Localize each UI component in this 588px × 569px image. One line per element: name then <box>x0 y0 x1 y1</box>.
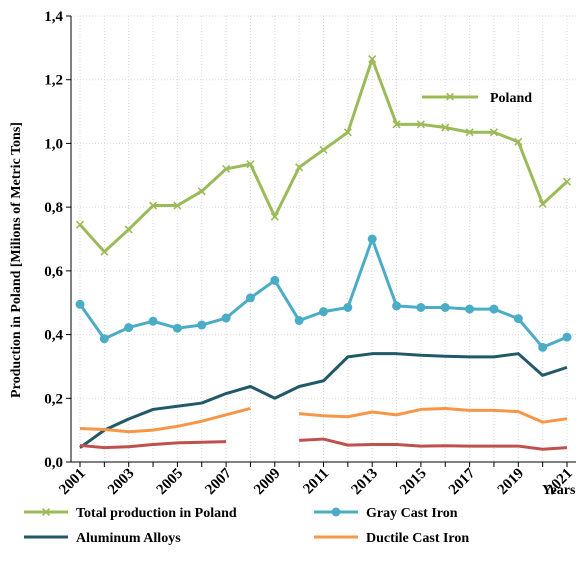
data-point <box>75 220 85 229</box>
data-point <box>538 342 548 352</box>
x-tick-label: 2009 <box>251 466 284 499</box>
data-point <box>319 307 328 317</box>
data-point <box>124 225 133 234</box>
data-point <box>221 313 231 323</box>
data-point <box>197 187 206 196</box>
data-point <box>295 163 304 172</box>
data-point <box>197 320 207 330</box>
axes <box>66 15 576 467</box>
y-tick-label: 1,2 <box>44 73 63 89</box>
data-point <box>513 314 523 324</box>
data-point <box>245 293 255 303</box>
data-point <box>562 332 572 342</box>
data-point <box>416 120 425 129</box>
poland-annotation-label: Poland <box>490 91 532 106</box>
series-line <box>79 407 251 434</box>
x-tick-label: 2005 <box>154 466 187 499</box>
legend-label: Total production in Poland <box>76 506 237 521</box>
legend-label: Aluminum Alloys <box>76 531 181 546</box>
series-lines <box>75 54 572 451</box>
grid-lines <box>71 15 576 462</box>
data-point <box>368 54 377 64</box>
legend-entry: Ductile Cast Iron <box>314 531 469 546</box>
data-point <box>99 334 109 344</box>
data-point <box>222 164 231 173</box>
data-point <box>562 177 572 186</box>
data-point <box>343 302 353 312</box>
series-3 <box>79 406 568 434</box>
data-point <box>246 160 255 169</box>
data-point <box>465 128 474 137</box>
data-point <box>538 199 547 209</box>
data-point <box>319 145 328 154</box>
poland-annotation: ✕ Poland <box>422 90 532 106</box>
data-point <box>392 120 401 129</box>
y-tick-label: 1,0 <box>44 136 63 152</box>
x-tick-label: 2015 <box>397 466 430 499</box>
data-point <box>392 301 402 311</box>
data-point <box>173 201 182 210</box>
y-tick-label: 0,6 <box>44 264 63 280</box>
data-point <box>172 323 182 333</box>
x-axis-title: Years <box>542 483 576 498</box>
legend-entry: Gray Cast Iron <box>314 506 458 521</box>
data-point <box>148 316 158 326</box>
data-point <box>148 201 158 210</box>
data-point <box>294 316 304 326</box>
x-tick-label: 2013 <box>349 466 382 499</box>
data-point <box>441 123 450 132</box>
data-point <box>124 323 134 333</box>
data-point <box>367 234 377 244</box>
data-point <box>270 275 280 285</box>
data-point <box>270 212 279 221</box>
series-line <box>299 437 568 451</box>
series-line <box>79 352 568 449</box>
y-tick-label: 0,0 <box>44 455 63 471</box>
series-line <box>79 440 227 450</box>
series-2 <box>79 352 568 449</box>
legend-marker <box>331 507 341 517</box>
x-tick-label: 2017 <box>446 465 479 498</box>
x-tick-label: 2011 <box>300 466 332 498</box>
x-tick-label: 2019 <box>495 466 528 499</box>
y-tick-label: 1,4 <box>44 9 63 25</box>
y-tick-label: 0,4 <box>44 328 63 344</box>
data-point <box>343 128 352 137</box>
legend-entry: Total production in Poland <box>24 506 237 521</box>
y-tick-label: 0,2 <box>44 391 63 407</box>
x-tick-label: 2003 <box>105 466 138 499</box>
data-point <box>440 302 450 312</box>
legend: Total production in Poland Gray Cast Iron… <box>24 506 469 546</box>
series-4 <box>79 437 568 451</box>
legend-label: Gray Cast Iron <box>366 506 458 521</box>
data-point <box>465 304 475 314</box>
data-point <box>489 128 499 137</box>
series-line <box>299 406 568 424</box>
series-1 <box>75 234 572 352</box>
data-point <box>75 299 85 309</box>
legend-label: Ductile Cast Iron <box>366 531 469 546</box>
series-line <box>78 57 569 254</box>
data-point <box>489 304 499 314</box>
y-tick-label: 0,8 <box>44 200 63 216</box>
data-point <box>100 247 109 256</box>
data-point <box>416 302 426 312</box>
x-tick-label: 2007 <box>202 465 235 498</box>
series-0 <box>75 54 572 256</box>
poland-annotation-marker: ✕ <box>445 90 455 104</box>
legend-marker <box>41 507 51 517</box>
legend-entry: Aluminum Alloys <box>24 531 181 546</box>
data-point <box>514 137 523 146</box>
y-axis-title: Production in Poland [Milions of Metric … <box>9 122 24 398</box>
